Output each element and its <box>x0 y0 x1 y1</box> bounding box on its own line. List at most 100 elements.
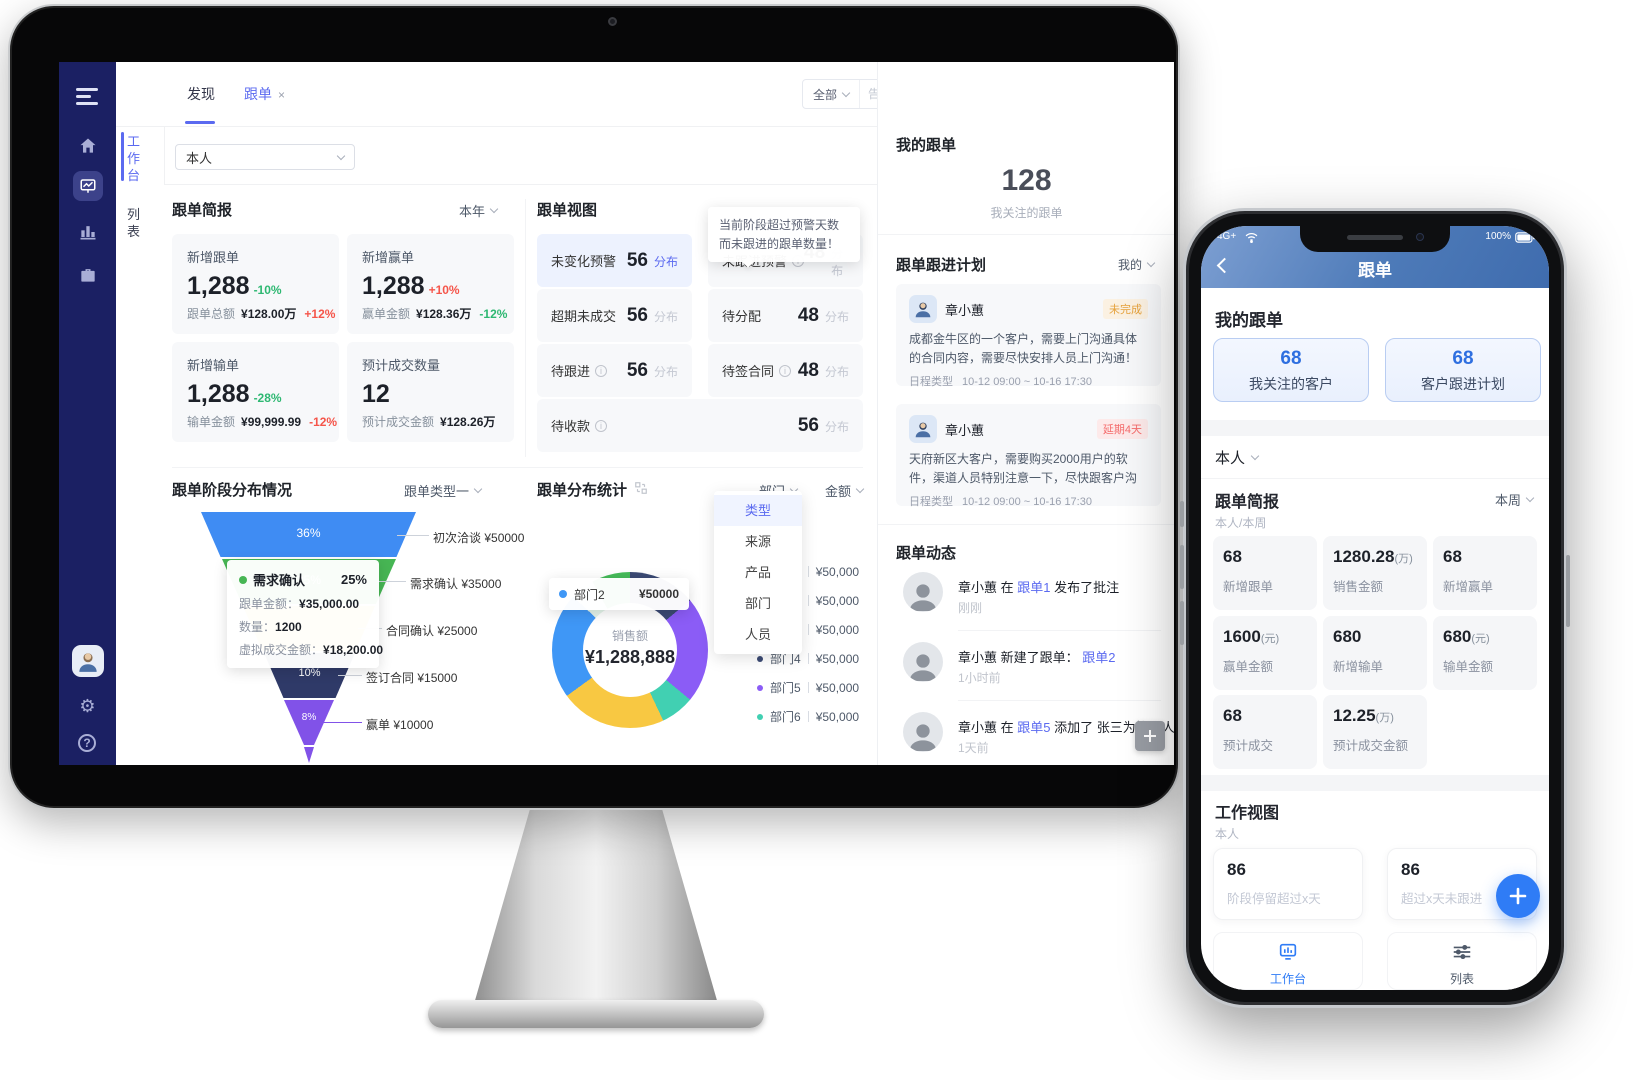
stat-delta: +10% <box>428 283 460 297</box>
menu-item-source[interactable]: 来源 <box>744 534 771 549</box>
funnel-type-select[interactable]: 跟单类型一 <box>404 481 483 500</box>
funnel-title: 跟单阶段分布情况 <box>172 482 293 499</box>
view-label: 未变化预警 <box>551 254 617 269</box>
phone-stat-card[interactable]: 680 新增输单 <box>1323 616 1427 690</box>
speaker-slit <box>1347 235 1403 240</box>
legend-dot <box>757 655 763 662</box>
view-tag[interactable]: 分布 <box>653 364 678 379</box>
phone-nav-list[interactable]: 列表 <box>1387 932 1537 990</box>
view-tag[interactable]: 分布 <box>824 309 849 324</box>
menu-item-department[interactable]: 部门 <box>744 596 771 611</box>
view-item-overdue[interactable]: 超期未成交 56 分布 <box>537 289 692 342</box>
view-item-no-change-alert[interactable]: 未变化预警 56 分布 <box>537 234 692 287</box>
info-icon[interactable]: i <box>595 364 608 377</box>
view-item-to-collect[interactable]: 待收款 i 56 分布 <box>537 399 863 452</box>
close-icon[interactable]: × <box>278 88 286 102</box>
phone-owner-select[interactable]: 本人 <box>1215 447 1260 468</box>
plus-icon <box>1509 887 1527 905</box>
phone-add-fab[interactable] <box>1496 874 1540 918</box>
legend-item[interactable]: 部门6 ¥50,000 <box>757 708 859 725</box>
divider <box>525 199 526 457</box>
stats-icon[interactable] <box>59 222 116 247</box>
phone-stat-card[interactable]: 12.25(万) 预计成交金额 <box>1323 695 1427 769</box>
briefcase-icon[interactable] <box>59 265 116 290</box>
plan-card[interactable]: 章小蕙 延期4天 天府新区大客户，需要购买2000用户的软件，渠道人员特别注意一… <box>896 404 1161 508</box>
stat-card-forecast[interactable]: 预计成交数量 12 预计成交金额 ¥128.26万 <box>347 342 514 442</box>
followup-link[interactable]: 跟单5 <box>1017 720 1051 735</box>
phone-card-followed-customers[interactable]: 68 我关注的客户 <box>1213 338 1369 402</box>
funnel-stage-amount: ¥25000 <box>437 624 478 638</box>
alert-tooltip-text: 当前阶段超过预警天数而未跟进的跟单数量！ <box>719 218 840 251</box>
stat-card-new-losses[interactable]: 新增输单 1,288 -28% 输单金额 ¥99,999.99 -12% <box>172 342 339 442</box>
search-scope-select[interactable]: 全部 <box>803 80 861 108</box>
view-item-to-assign[interactable]: 待分配 48 分布 <box>708 289 863 342</box>
phone-stat-card[interactable]: 68 新增跟单 <box>1213 536 1317 610</box>
section-band <box>1201 420 1549 436</box>
stat-sub-delta: -12% <box>479 307 508 321</box>
view-tag[interactable]: 分布 <box>653 254 678 269</box>
expand-icon[interactable] <box>634 481 648 495</box>
help-icon[interactable]: ? <box>78 734 96 752</box>
view-item-to-followup[interactable]: 待跟进 i 56 分布 <box>537 344 692 397</box>
info-icon[interactable]: i <box>595 419 608 432</box>
user-avatar[interactable] <box>72 645 104 677</box>
view-tag[interactable]: 分布 <box>824 364 849 379</box>
phone-card-followup-plans[interactable]: 68 客户跟进计划 <box>1385 338 1541 402</box>
legend-value: ¥50,000 <box>815 680 860 695</box>
plan-card[interactable]: 章小蕙 未完成 成都金牛区的一个客户，需要上门沟通具体的合同内容，需要尽快安排人… <box>896 284 1161 388</box>
avatar <box>903 642 943 682</box>
stat-card-new-followups[interactable]: 新增跟单 1,288 -10% 跟单总额 ¥128.00万 +12% <box>172 234 339 334</box>
dashboard-icon[interactable] <box>73 171 103 201</box>
owner-select[interactable]: 本人 <box>175 144 355 170</box>
feed-title: 跟单动态 <box>896 545 957 562</box>
phone-workview-card[interactable]: 86 阶段停留超过x天 <box>1213 848 1363 920</box>
legend-item[interactable]: 部门5 ¥50,000 <box>757 679 859 696</box>
feed-text: 章小蕙 在 跟单1 发布了批注 <box>958 580 1120 595</box>
tab-discover[interactable]: 发现 <box>187 86 215 102</box>
stat-card-new-wins[interactable]: 新增赢单 1,288 +10% 赢单金额 ¥128.36万 -12% <box>347 234 514 334</box>
distribution-metric-value: 金额 <box>825 484 852 499</box>
quick-add-button[interactable] <box>1135 721 1165 751</box>
chevron-down-icon <box>489 204 499 214</box>
distribution-title: 跟单分布统计 <box>537 482 628 499</box>
search-scope-value: 全部 <box>813 87 838 102</box>
phone-stat-card[interactable]: 680(元) 输单金额 <box>1433 616 1537 690</box>
home-icon[interactable] <box>59 136 116 161</box>
menu-item-person[interactable]: 人员 <box>744 627 771 642</box>
legend-item[interactable]: 部门4 ¥50,000 <box>757 650 859 667</box>
phone-period-select[interactable]: 本周 <box>1495 490 1535 509</box>
battery-icon <box>1515 232 1535 243</box>
settings-gear-icon[interactable]: ⚙ <box>79 696 96 716</box>
followup-link[interactable]: 跟单1 <box>1017 580 1051 595</box>
info-icon[interactable]: i <box>779 364 792 377</box>
active-tab-indicator <box>185 121 215 124</box>
status-badge: 延期4天 <box>1096 419 1148 439</box>
menu-item-type[interactable]: 类型 <box>714 495 802 526</box>
view-tag[interactable]: 分布 <box>653 309 678 324</box>
phone-briefing-title: 跟单简报 <box>1215 494 1280 511</box>
phone-stat-card[interactable]: 68 预计成交 <box>1213 695 1317 769</box>
plan-filter-select[interactable]: 我的 <box>1118 256 1156 273</box>
tab-followup[interactable]: 跟单 × <box>244 84 285 104</box>
phone-screen: 4G+ 100% 跟单 我的跟单 68 我关注的客户 68 客户跟进计划 <box>1201 226 1549 990</box>
phone-nav-workbench[interactable]: 工作台 <box>1213 932 1363 990</box>
phone-stat-card[interactable]: 1280.28(万) 销售金额 <box>1323 536 1427 610</box>
tab-list[interactable]: 列表 <box>126 207 141 239</box>
card-label: 客户跟进计划 <box>1421 376 1505 392</box>
avatar <box>909 415 937 443</box>
phone-stat-card[interactable]: 68 新增赢单 <box>1433 536 1537 610</box>
view-tag[interactable]: 分布 <box>824 419 849 434</box>
followup-link[interactable]: 跟单2 <box>1082 650 1116 665</box>
avatar <box>903 712 943 752</box>
donut-center-value: ¥1,288,888 <box>584 647 676 667</box>
phone-stat-card[interactable]: 1600(元) 赢单金额 <box>1213 616 1317 690</box>
briefing-period-select[interactable]: 本年 <box>459 201 499 220</box>
plan-meta-time: 10-12 09:00 ~ 10-16 17:30 <box>962 496 1092 508</box>
view-item-to-sign[interactable]: 待签合同 i 48 分布 <box>708 344 863 397</box>
filter-row: 本人 <box>164 127 877 185</box>
menu-icon[interactable] <box>76 88 100 109</box>
tab-workbench[interactable]: 工作台 <box>126 134 141 183</box>
distribution-metric-select[interactable]: 金额 <box>825 481 865 500</box>
menu-item-product[interactable]: 产品 <box>744 565 771 580</box>
